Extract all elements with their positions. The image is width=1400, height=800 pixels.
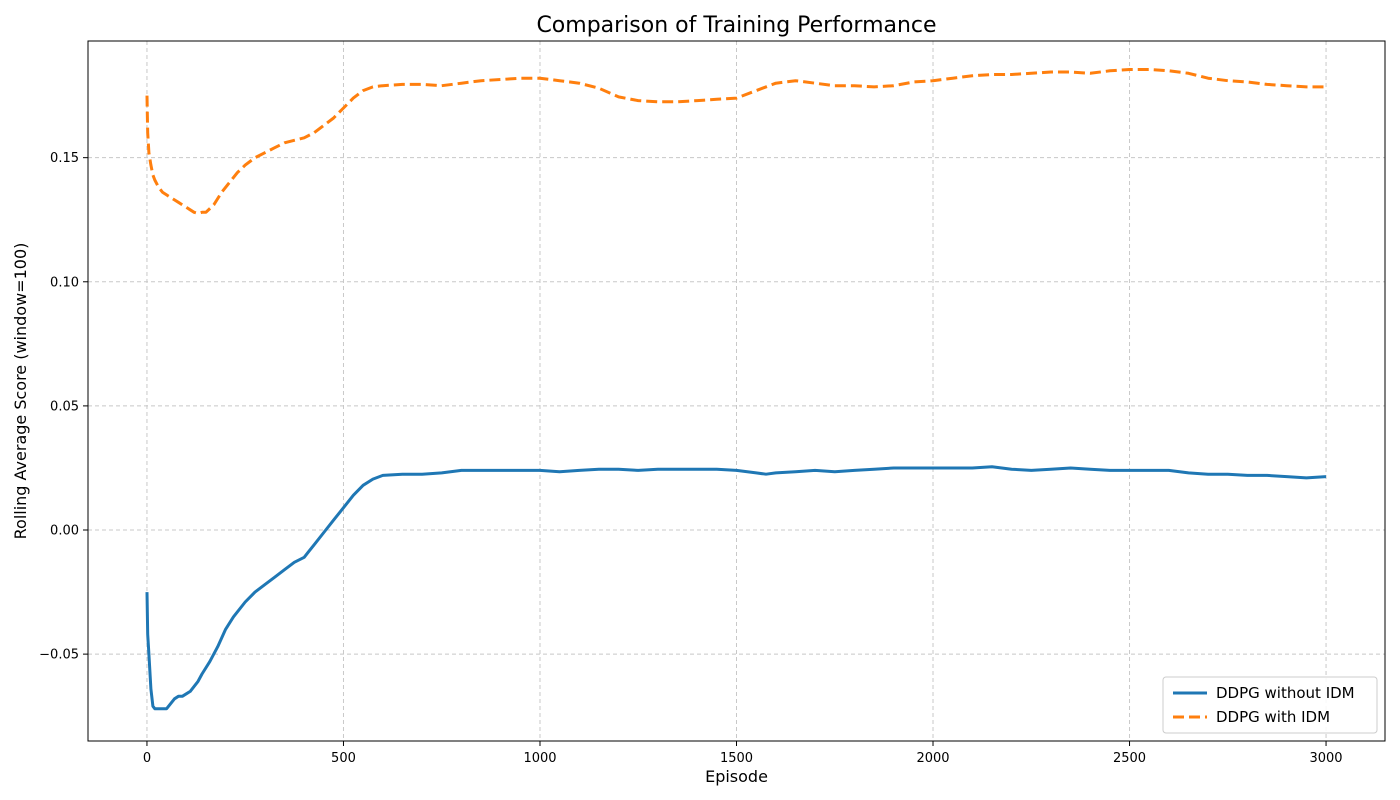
grid-layer [88, 41, 1385, 741]
y-tick-label: −0.05 [39, 648, 79, 663]
y-axis-label: Rolling Average Score (window=100) [11, 243, 30, 540]
series-layer [145, 68, 1327, 711]
x-tick-label: 0 [143, 751, 151, 766]
legend-label: DDPG without IDM [1216, 684, 1355, 702]
legend-label: DDPG with IDM [1216, 708, 1330, 726]
legend-box [1162, 676, 1378, 734]
x-tick-label: 1500 [720, 751, 753, 766]
x-tick-label: 500 [331, 751, 356, 766]
legend: DDPG without IDM DDPG with IDM [1162, 676, 1378, 734]
x-axis-label: Episode [705, 767, 768, 786]
y-tick-label: 0.10 [50, 275, 79, 290]
x-tick-label: 1000 [523, 751, 556, 766]
series-line-ddpg-with-idm [145, 68, 1326, 215]
x-tick-label: 3000 [1309, 751, 1342, 766]
x-tick-label: 2000 [916, 751, 949, 766]
y-tick-label: 0.15 [50, 151, 79, 166]
y-tick-label: 0.00 [50, 524, 79, 539]
tick-layer: 0 500 1000 1500 2000 2500 3000 −0.05 0.00 0.05 0.1… [39, 151, 1342, 766]
chart-title: Comparison of Training Performance [536, 13, 936, 38]
series-line-ddpg-without-idm [145, 465, 1327, 711]
x-tick-label: 2500 [1113, 751, 1146, 766]
y-tick-label: 0.05 [50, 399, 79, 414]
